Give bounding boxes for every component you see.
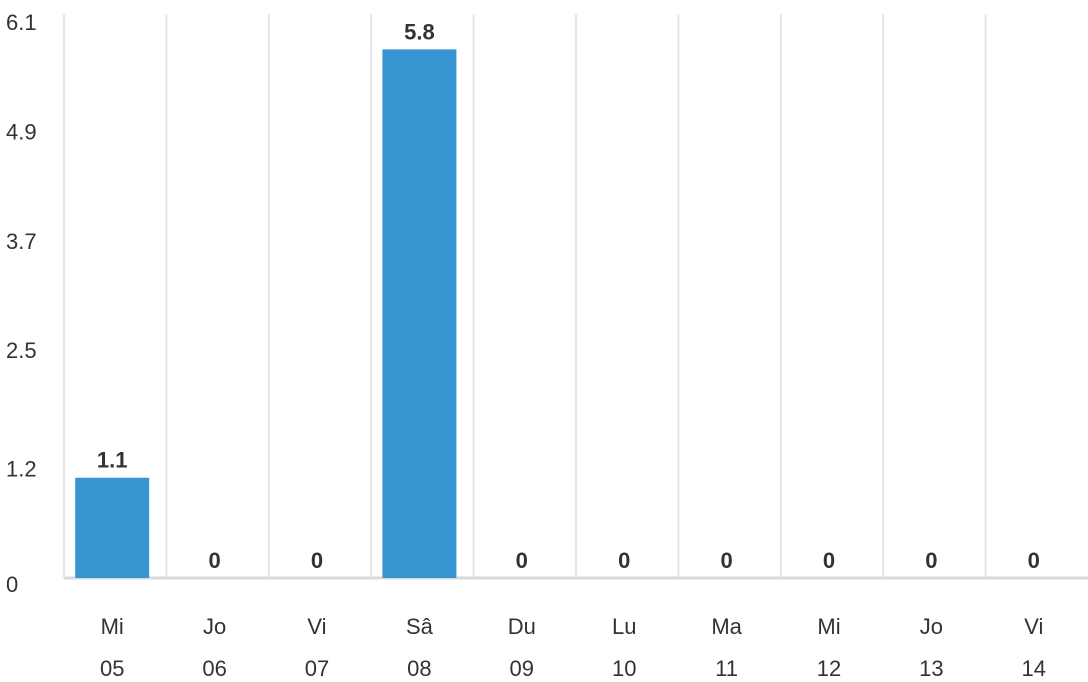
x-tick-day-label: Lu [612,614,636,639]
value-label: 0 [618,548,630,573]
y-tick-label: 6.1 [6,10,37,35]
x-tick-date-label: 10 [612,656,636,681]
value-label: 0 [516,548,528,573]
value-label: 0 [208,548,220,573]
y-tick-label: 3.7 [6,229,37,254]
value-label: 1.1 [97,448,128,473]
x-tick-day-label: Vi [1024,614,1043,639]
x-tick-date-label: 05 [100,656,124,681]
x-tick-date-label: 06 [202,656,226,681]
value-label: 0 [311,548,323,573]
x-tick-day-label: Mi [101,614,124,639]
y-tick-label: 1.2 [6,457,37,482]
value-label: 0 [1028,548,1040,573]
x-tick-date-label: 08 [407,656,431,681]
value-label: 0 [720,548,732,573]
value-label: 0 [823,548,835,573]
x-tick-date-label: 09 [510,656,534,681]
x-tick-day-label: Vi [307,614,326,639]
x-tick-date-label: 07 [305,656,329,681]
x-tick-day-label: Mi [817,614,840,639]
y-tick-label: 2.5 [6,338,37,363]
value-label: 0 [925,548,937,573]
x-tick-day-label: Sâ [406,614,434,639]
x-tick-date-label: 14 [1022,656,1046,681]
y-tick-label: 0 [6,572,18,597]
x-tick-day-label: Du [508,614,536,639]
bar [75,477,150,578]
x-tick-day-label: Ma [711,614,742,639]
x-tick-date-label: 12 [817,656,841,681]
x-tick-day-label: Jo [203,614,226,639]
x-tick-date-label: 11 [715,656,738,681]
x-tick-date-label: 13 [919,656,943,681]
bar [382,49,457,579]
y-tick-label: 4.9 [6,119,37,144]
value-label: 5.8 [404,19,435,44]
x-tick-day-label: Jo [920,614,943,639]
